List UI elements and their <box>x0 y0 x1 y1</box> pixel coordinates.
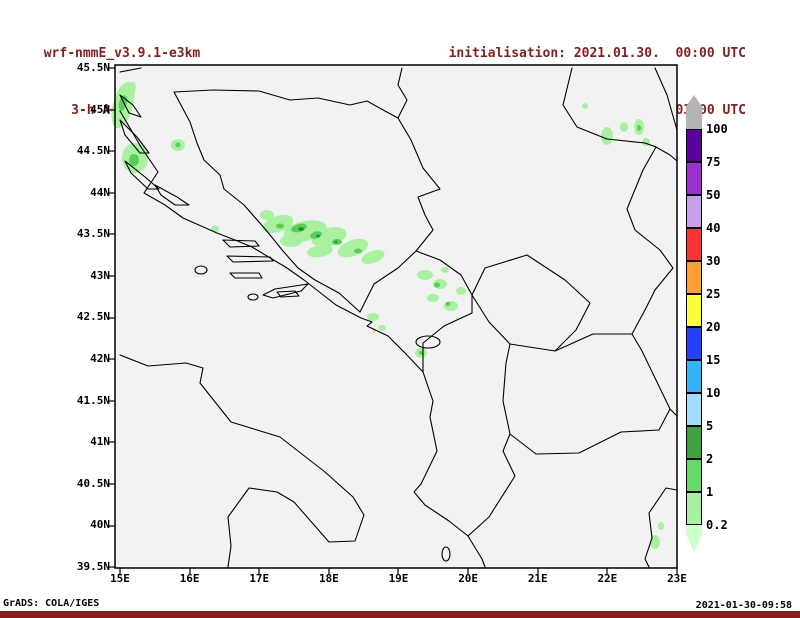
border-macedonia-bulgaria-greece <box>509 333 671 455</box>
adriatic-coastline <box>119 110 486 568</box>
italy-coastline <box>119 354 365 568</box>
colorbar-tick-label: 20 <box>706 320 721 334</box>
lon-tick-label: 16E <box>179 572 200 585</box>
colorbar-tick-label: 1 <box>706 485 714 499</box>
lon-tick-label: 15E <box>110 572 130 585</box>
colorbar-segment <box>686 426 702 459</box>
colorbar-segment <box>686 261 702 294</box>
plot-frame <box>114 64 678 569</box>
lon-tick-label: 21E <box>527 572 548 585</box>
colorbar-segment <box>686 129 702 162</box>
lat-tick-label: 44.5N <box>76 144 110 158</box>
colorbar-tick-label: 100 <box>706 122 728 136</box>
lat-tick-label: 39.5N <box>76 559 110 573</box>
colorbar-segment <box>686 459 702 492</box>
island-pag <box>119 119 150 154</box>
lat-tick-label: 40.5N <box>76 476 110 490</box>
lon-tick-label: 17E <box>249 572 270 585</box>
border-sava <box>173 89 399 119</box>
border-croatia-serbia <box>397 67 408 119</box>
lake-skadar <box>415 335 441 349</box>
colorbar-segment <box>686 228 702 261</box>
colorbar-labels: 100 75 50 40 30 25 20 15 10 5 2 1 0.2 <box>706 121 746 533</box>
peljesac-peninsula <box>262 283 309 299</box>
colorbar-tick-label: 15 <box>706 353 721 367</box>
lon-tick-label: 23E <box>667 572 687 585</box>
map-background <box>115 65 677 568</box>
border-montenegro-serbia <box>415 250 473 296</box>
initialisation-line: initialisation: 2021.01.30. 00:00 UTC <box>448 46 746 61</box>
border-serbia-romania-bulgaria <box>562 67 674 335</box>
border-croatia-bosnia <box>173 91 361 313</box>
colorbar-segment <box>686 95 702 129</box>
island-hvar <box>226 255 274 263</box>
border-bulgaria-greece <box>669 408 678 417</box>
island-krk <box>119 94 142 118</box>
island-mljet <box>276 290 300 298</box>
longitude-axis-labels: 15E 16E 17E 18E 19E 20E 21E 22E 23E <box>103 572 694 586</box>
border-kosovo <box>471 254 591 352</box>
island-lastovo <box>247 293 259 301</box>
border-drina-montenegro <box>359 117 441 313</box>
colorbar-tick-label: 10 <box>706 386 721 400</box>
coastlines-and-borders <box>119 67 678 568</box>
map-area <box>105 55 687 578</box>
lat-tick-label: 40N <box>90 518 110 532</box>
colorbar-segment <box>686 360 702 393</box>
lat-tick-label: 42N <box>90 352 110 366</box>
grads-credit: GrADS: COLA/IGES <box>3 598 100 609</box>
precip-dark-green-layer <box>298 227 338 244</box>
colorbar-segment <box>686 195 702 228</box>
border-slovenia-corner <box>119 67 142 73</box>
border-danube-east <box>655 146 678 162</box>
lat-tick-label: 45.5N <box>76 61 110 74</box>
colorbar-tick-label: 30 <box>706 254 721 268</box>
lat-tick-label: 41N <box>90 435 110 449</box>
colorbar-tick-label: 5 <box>706 419 714 433</box>
colorbar-tick-label: 40 <box>706 221 721 235</box>
border-romania-top-right <box>654 67 678 131</box>
lon-tick-label: 20E <box>458 572 479 585</box>
colorbar-tick-label: 2 <box>706 452 714 466</box>
island-corfu <box>441 546 451 562</box>
colorbar-segment <box>686 327 702 360</box>
lat-tick-label: 43N <box>90 268 110 282</box>
lon-tick-label: 18E <box>318 572 339 585</box>
colorbar-segment <box>686 393 702 426</box>
island-vis <box>194 265 208 275</box>
axis-ticks <box>109 67 678 574</box>
creation-timestamp: 2021-01-30-09:58 <box>695 600 792 611</box>
lat-tick-label: 45N <box>90 102 110 116</box>
island-dugi-otok <box>124 160 160 190</box>
colorbar-segment <box>686 162 702 195</box>
colorbar-tick-label: 0.2 <box>706 518 728 532</box>
lat-tick-label: 43.5N <box>76 227 110 241</box>
latitude-axis-labels: 45.5N 45N 44.5N 44N 43.5N 43N 42.5N 42N 41.5N 41N… <box>60 61 110 574</box>
model-title: wrf-nmmE_v3.9.1-e3km <box>43 46 201 61</box>
greece-coastline <box>644 487 678 568</box>
colorbar <box>686 95 702 553</box>
colorbar-segment <box>686 294 702 327</box>
border-albania-east <box>467 343 516 537</box>
lat-tick-label: 41.5N <box>76 393 110 407</box>
border-macedonia-north <box>554 333 633 352</box>
lon-tick-label: 19E <box>388 572 409 585</box>
lon-tick-label: 22E <box>597 572 618 585</box>
lat-tick-label: 44N <box>90 185 110 199</box>
footer-color-strip <box>0 611 800 618</box>
island-kornati <box>154 184 190 206</box>
colorbar-segment <box>686 492 702 525</box>
island-brac <box>222 239 260 248</box>
lat-tick-label: 42.5N <box>76 310 110 324</box>
colorbar-tick-label: 50 <box>706 188 721 202</box>
colorbar-segment <box>686 525 702 553</box>
map-canvas <box>109 64 678 574</box>
colorbar-tick-label: 75 <box>706 155 721 169</box>
colorbar-tick-label: 25 <box>706 287 721 301</box>
border-montenegro-albania <box>422 294 473 373</box>
island-korcula <box>229 272 263 279</box>
